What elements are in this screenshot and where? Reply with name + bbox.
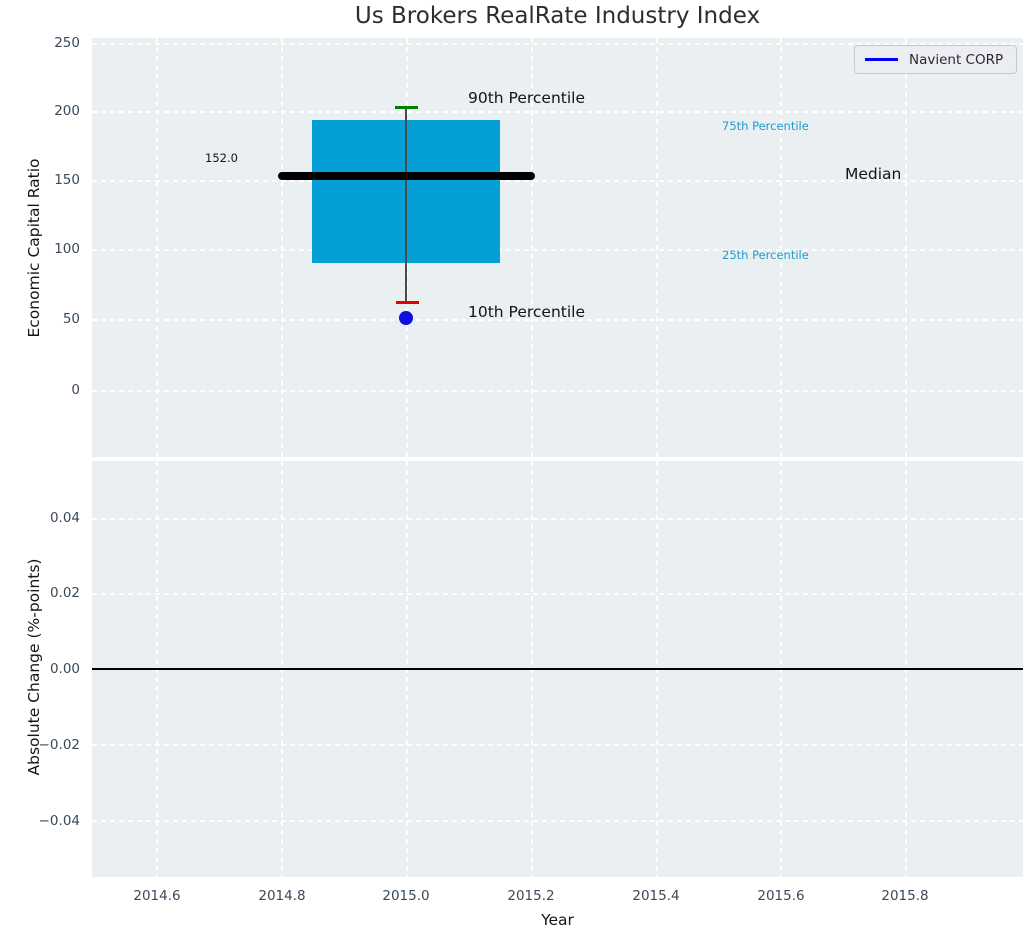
gridline-horizontal [92,111,1023,113]
p10-cap [396,301,419,305]
gridline-horizontal [92,43,1023,45]
gridline-vertical [531,38,533,457]
ytick-bottom: −0.02 [38,737,80,753]
gridline-vertical [656,38,658,457]
gridline-horizontal [92,593,1023,595]
gridline-horizontal [92,744,1023,746]
whisker-line [405,108,407,303]
ytick-top: 250 [54,35,80,51]
ytick-top: 200 [54,103,80,119]
median-line [278,172,535,180]
axes-absolute-change [92,461,1023,877]
xtick: 2015.2 [507,888,555,904]
gridline-horizontal [92,319,1023,321]
gridline-horizontal [92,820,1023,822]
ytick-bottom: −0.04 [38,813,80,829]
p75-annotation: 75th Percentile [722,119,809,133]
p90-cap [395,106,418,110]
axes-economic-capital-ratio: 90th Percentile 10th Percentile 75th Per… [92,38,1023,457]
ytick-bottom: 0.04 [49,510,80,526]
ytick-top: 50 [62,311,80,327]
p25-annotation: 25th Percentile [722,248,809,262]
ytick-top: 150 [54,172,80,188]
xtick: 2014.8 [258,888,306,904]
gridline-vertical [780,38,782,457]
xtick: 2015.6 [757,888,805,904]
xtick: 2015.4 [632,888,680,904]
p10-annotation: 10th Percentile [468,303,586,321]
xaxis-label: Year [541,911,574,929]
p90-annotation: 90th Percentile [468,89,586,107]
gridline-vertical [281,38,283,457]
xtick: 2015.8 [881,888,929,904]
legend: Navient CORP [854,45,1017,74]
ytick-top: 0 [71,382,80,398]
zero-line [92,668,1023,670]
yaxis-label-bottom: Absolute Change (%-points) [25,558,43,776]
median-value-label: 152.0 [205,151,238,165]
gridline-horizontal [92,249,1023,251]
company-data-point [399,311,413,325]
legend-label: Navient CORP [909,51,1004,68]
median-annotation: Median [845,165,902,183]
gridline-vertical [156,38,158,457]
xtick: 2014.6 [133,888,181,904]
yaxis-label-top: Economic Capital Ratio [25,158,43,338]
xtick: 2015.0 [382,888,430,904]
gridline-horizontal [92,180,1023,182]
gridline-horizontal [92,518,1023,520]
ytick-top: 100 [54,241,80,257]
gridline-vertical [905,38,907,457]
legend-line-swatch [865,58,898,61]
chart-title: Us Brokers RealRate Industry Index [354,3,761,29]
ytick-bottom: 0.02 [49,585,80,601]
gridline-horizontal [92,390,1023,392]
ytick-bottom: 0.00 [49,661,80,677]
